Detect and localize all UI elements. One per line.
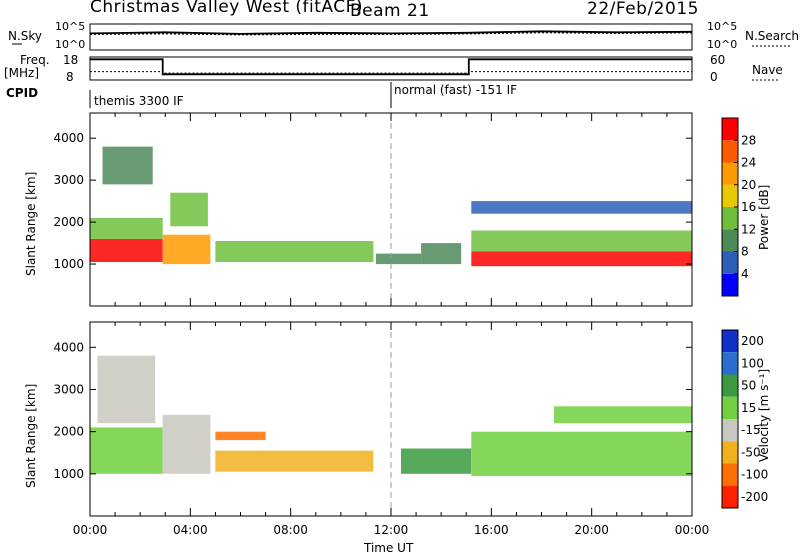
power-region-6 [375,253,421,265]
power-region-9 [471,230,692,252]
nsky-label: N.Sky [8,29,43,43]
velocity-ytick-label-3: 4000 [53,340,84,354]
nave-label: Nave [752,63,783,77]
power-ytick-label-1: 2000 [53,215,84,229]
x-tick-label-1: 04:00 [173,523,208,537]
power-region-5 [215,241,374,262]
x-tick-label-5: 20:00 [574,523,609,537]
power-cb-label-0: 4 [741,267,749,281]
velocity-colorbar-seg-6 [722,463,738,486]
nsky-tick-bottom: 10^0 [55,38,86,51]
site-title: Christmas Valley West (fitACF) [90,0,364,17]
freq-tick-bottom: 8 [66,70,74,84]
power-region-10 [471,201,692,214]
nsky-series-0 [89,30,693,35]
velocity-region-7 [554,406,692,424]
velocity-region-1 [97,355,156,424]
power-ytick-label-3: 4000 [53,131,84,145]
velocity-region-5 [401,448,472,474]
velocity-cb-label-3: 15 [741,401,756,415]
freq-tick-top: 18 [63,53,79,67]
cpid-mode-1: themis 3300 IF [94,94,184,108]
x-tick-label-4: 16:00 [474,523,509,537]
nsky-tick-top: 10^5 [55,20,86,33]
velocity-region-6 [471,431,692,476]
power-region-8 [471,251,692,267]
velocity-colorbar-seg-0 [722,330,738,353]
cpid-label: CPID [6,86,39,100]
nsearch-tick-bottom: 10^0 [707,38,738,51]
power-colorbar-seg-0 [722,273,738,296]
velocity-ytick-label-0: 1000 [53,467,84,481]
nave-series [90,71,692,74]
freq-label: Freq. [20,53,50,67]
power-region-0 [90,238,163,262]
power-cb-label-6: 28 [741,133,756,147]
freq-unit: [MHz] [4,66,40,80]
nave-tick-top: 60 [710,53,726,67]
power-region-7 [421,243,462,265]
velocity-region-0 [90,427,163,474]
velocity-cb-label-7: -200 [741,490,768,504]
nsky-panel-frame [89,23,693,51]
cpid-mode-2: normal (fast) -151 IF [394,83,518,97]
velocity-cb-label-1: 100 [741,356,764,370]
nsearch-label: N.Search [745,29,800,43]
x-axis-label: Time UT [364,541,414,555]
power-cb-label-4: 20 [741,178,756,192]
power-colorbar-seg-7 [722,118,738,141]
x-tick-label-2: 08:00 [273,523,308,537]
power-colorbar-seg-2 [722,229,738,252]
velocity-cb-label-0: 200 [741,334,764,348]
velocity-ytick-label-1: 2000 [53,425,84,439]
power-region-4 [170,192,208,227]
freq-series [90,58,692,76]
nave-tick-bottom: 0 [710,70,718,84]
velocity-colorbar-seg-1 [722,352,738,375]
power-ytick-label-0: 1000 [53,257,84,271]
nsky-series-1 [89,32,693,36]
power-region-2 [102,146,153,185]
velocity-region-3 [215,431,266,441]
x-tick-label-6: 00:00 [675,523,710,537]
velocity-region-2 [162,414,211,474]
velocity-cb-label-2: 50 [741,379,756,393]
power-region-3 [162,234,211,265]
power-colorbar-seg-4 [722,184,738,207]
power-cb-label-2: 12 [741,222,756,236]
velocity-colorbar-frame [721,329,739,509]
freq-panel-frame [89,56,693,81]
x-tick-label-0: 00:00 [73,523,108,537]
power-colorbar-seg-6 [722,140,738,163]
velocity-ytick-label-2: 3000 [53,382,84,396]
velocity-cb-label-4: -15 [741,423,761,437]
velocity-colorbar-seg-3 [722,396,738,419]
velocity-cb-label-6: -100 [741,468,768,482]
x-tick-label-3: 12:00 [374,523,409,537]
power-cb-label-3: 16 [741,200,756,214]
power-colorbar-seg-5 [722,162,738,185]
nsearch-tick-top: 10^5 [707,20,738,33]
power-ytick-label-2: 3000 [53,173,84,187]
power-cb-label-5: 24 [741,156,756,170]
power-colorbar-seg-1 [722,251,738,274]
date-label: 22/Feb/2015 [587,0,699,19]
power-colorbar-seg-3 [722,207,738,230]
velocity-colorbar-seg-7 [722,485,738,508]
power-region-1 [90,217,163,239]
velocity-colorbar-seg-5 [722,441,738,464]
velocity-region-4 [215,450,374,472]
velocity-colorbar-seg-2 [722,374,738,397]
velocity-cb-label-5: -50 [741,445,761,459]
power-cb-label-1: 8 [741,245,749,259]
beam-label: Beam 21 [350,1,430,21]
velocity-colorbar-seg-4 [722,419,738,442]
